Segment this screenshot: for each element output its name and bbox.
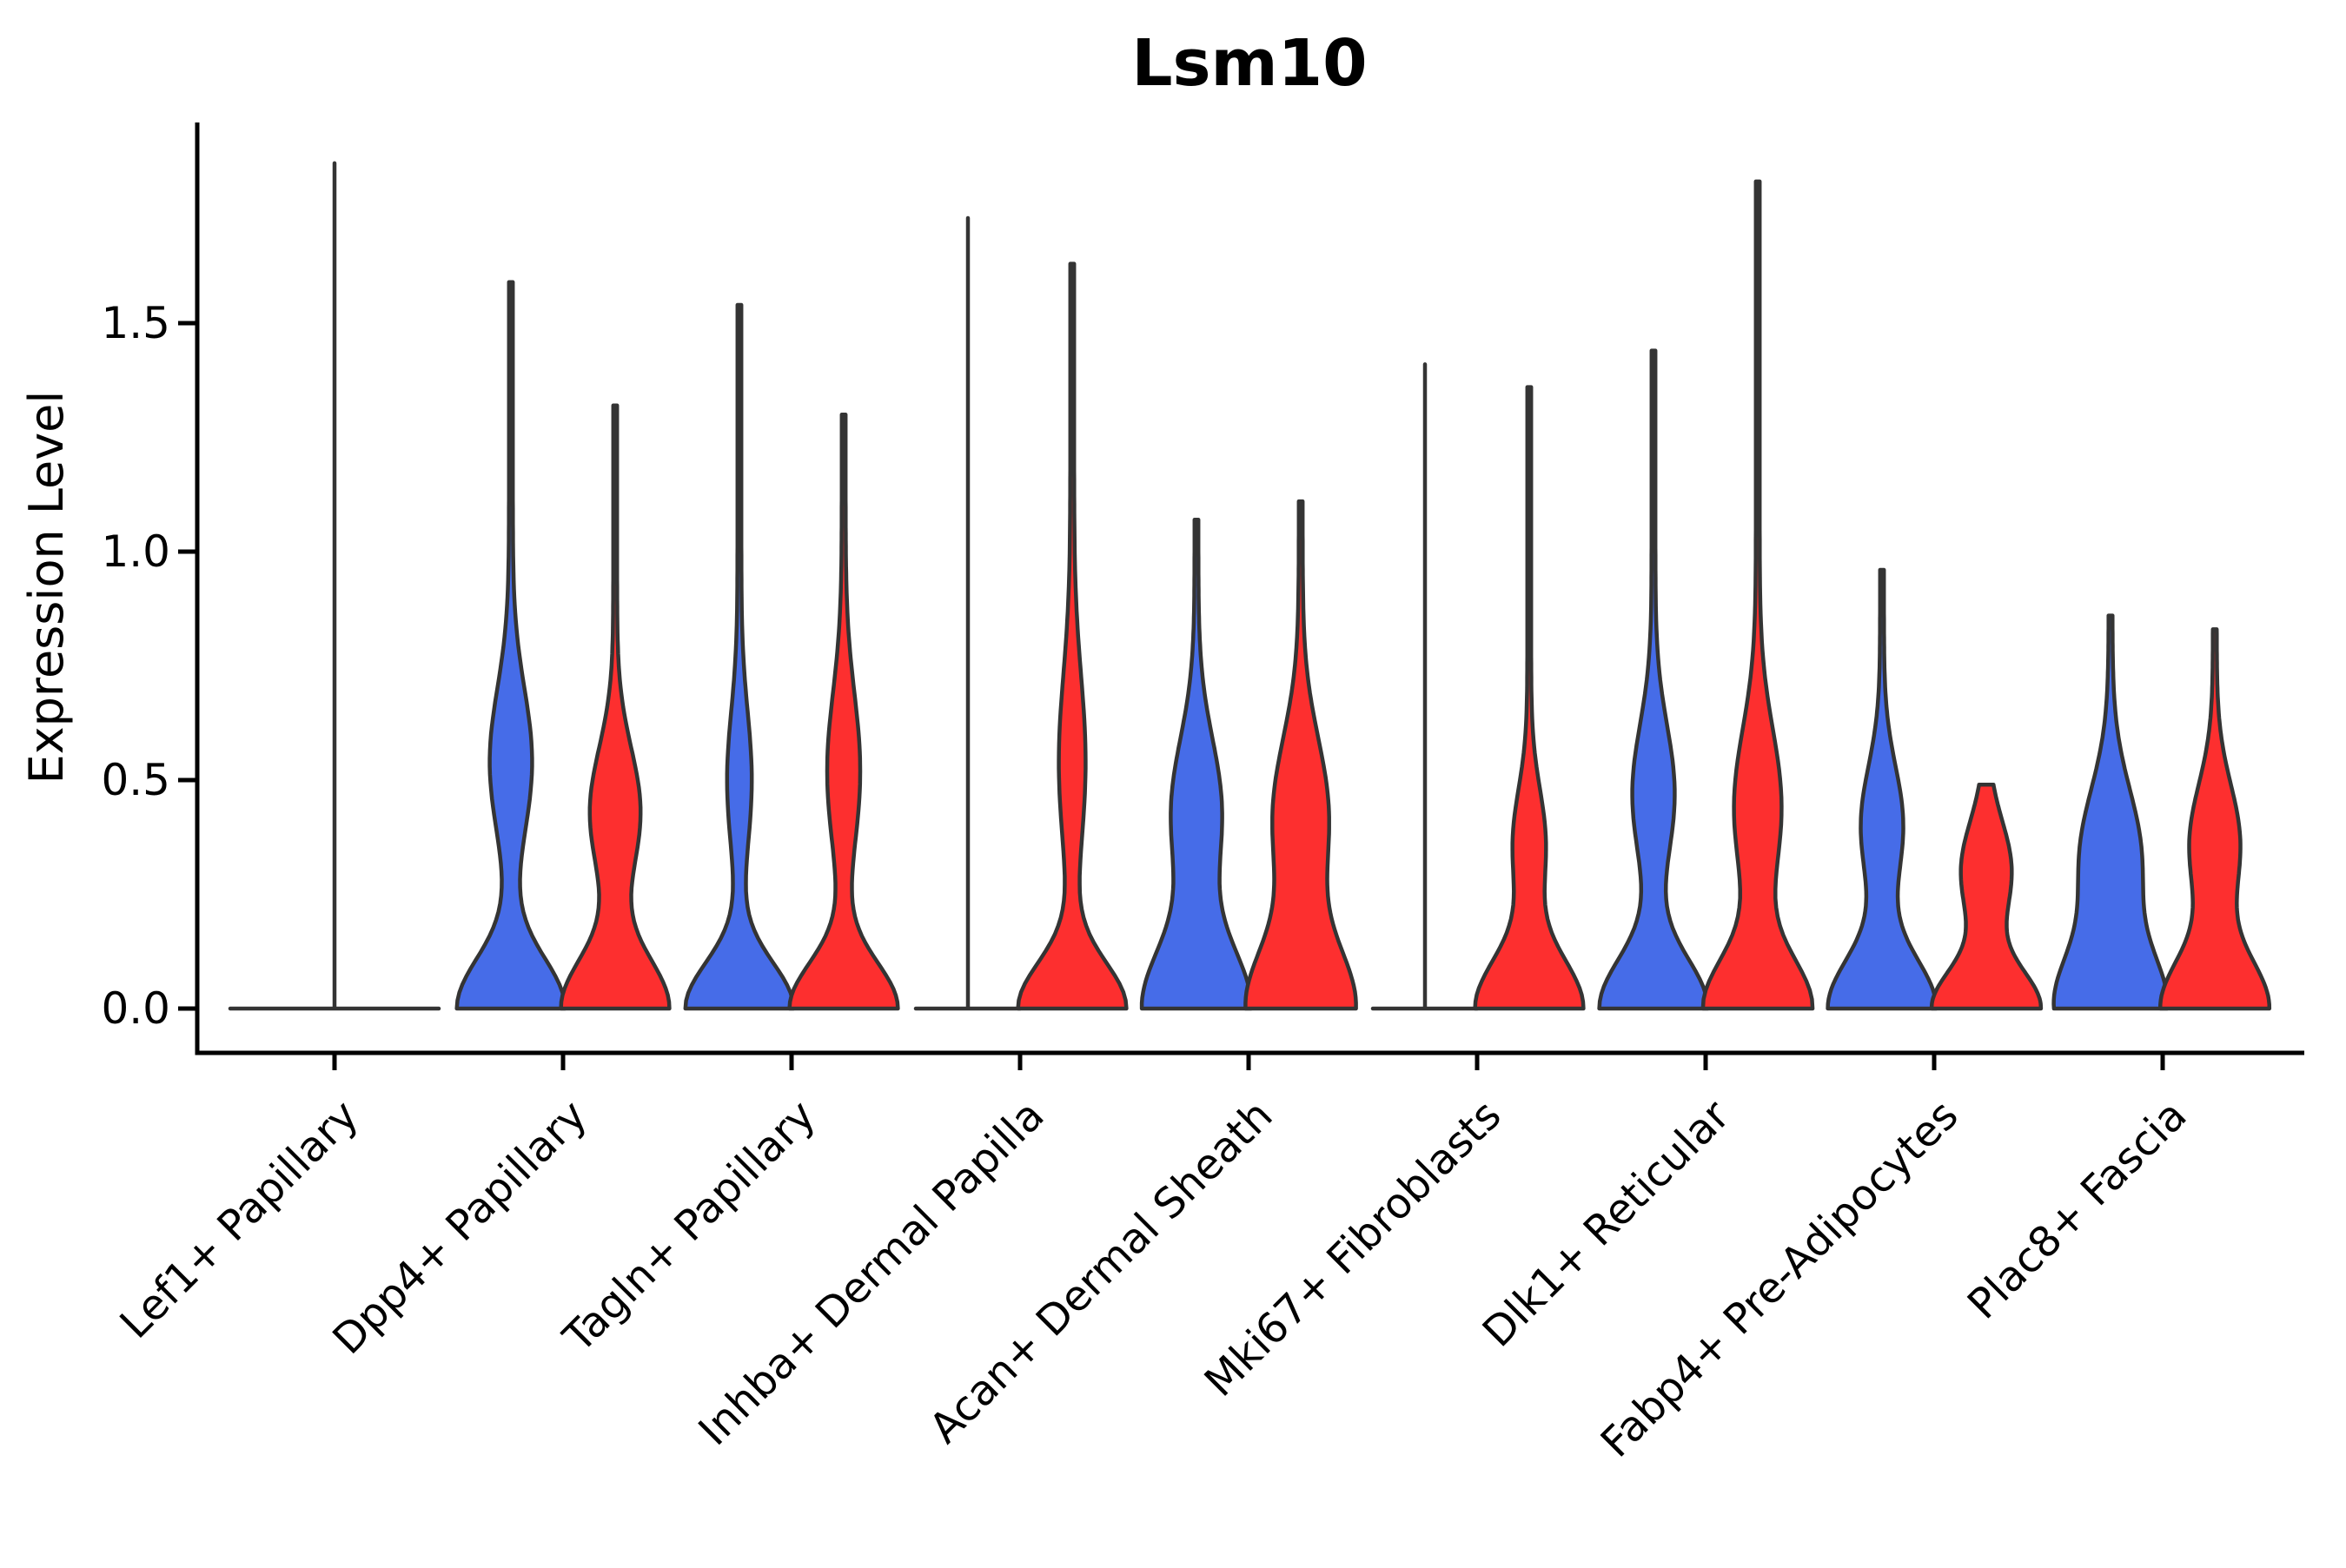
violin-plac8-fascia-left xyxy=(2051,613,2170,1011)
violin-inhba-dermal-papilla-left xyxy=(913,215,1023,1011)
violin-acan-dermal-sheath-right xyxy=(1243,499,1358,1011)
y-tick-label-0: 0.0 xyxy=(101,983,170,1034)
y-tick-label-3: 1.5 xyxy=(101,298,170,348)
violin-fabp4-pre-adipocytes-left xyxy=(1826,567,1938,1011)
violin-acan-dermal-sheath-left xyxy=(1139,517,1254,1011)
violin-dpp4-papillary-right xyxy=(559,403,672,1011)
violin-tagln-papillary-left xyxy=(683,302,796,1011)
page-title: Lsm10 xyxy=(1131,26,1367,101)
violin-tagln-papillary-right xyxy=(787,412,900,1011)
x-tick-label-plac8-fascia: Plac8+ Fascia xyxy=(1958,1091,2197,1329)
y-tick-label-1: 0.5 xyxy=(101,755,170,805)
violin-layer xyxy=(228,161,2272,1011)
x-tick-label-dlk1-reticular: Dlk1+ Reticular xyxy=(1474,1091,1740,1357)
violin-dlk1-reticular-right xyxy=(1700,179,1815,1011)
x-tick-label-tagln-papillary: Tagln+ Papillary xyxy=(553,1091,825,1362)
violin-lef1-papillary-center xyxy=(228,161,441,1011)
y-tick-label-2: 1.0 xyxy=(101,526,170,577)
x-tick-label-dpp4-papillary: Dpp4+ Papillary xyxy=(323,1091,596,1364)
violin-fabp4-pre-adipocytes-right xyxy=(1929,783,2044,1011)
x-tick-label-lef1-papillary: Lef1+ Papillary xyxy=(111,1091,368,1348)
violin-inhba-dermal-papilla-right xyxy=(1016,261,1129,1011)
violin-mki67-fibroblasts-left xyxy=(1370,362,1480,1011)
violin-dpp4-papillary-left xyxy=(454,280,567,1011)
violin-dlk1-reticular-left xyxy=(1597,348,1710,1011)
violin-mki67-fibroblasts-right xyxy=(1473,385,1586,1011)
y-axis-label: Expression Level xyxy=(19,391,74,784)
violin-plac8-fascia-right xyxy=(2157,627,2272,1011)
